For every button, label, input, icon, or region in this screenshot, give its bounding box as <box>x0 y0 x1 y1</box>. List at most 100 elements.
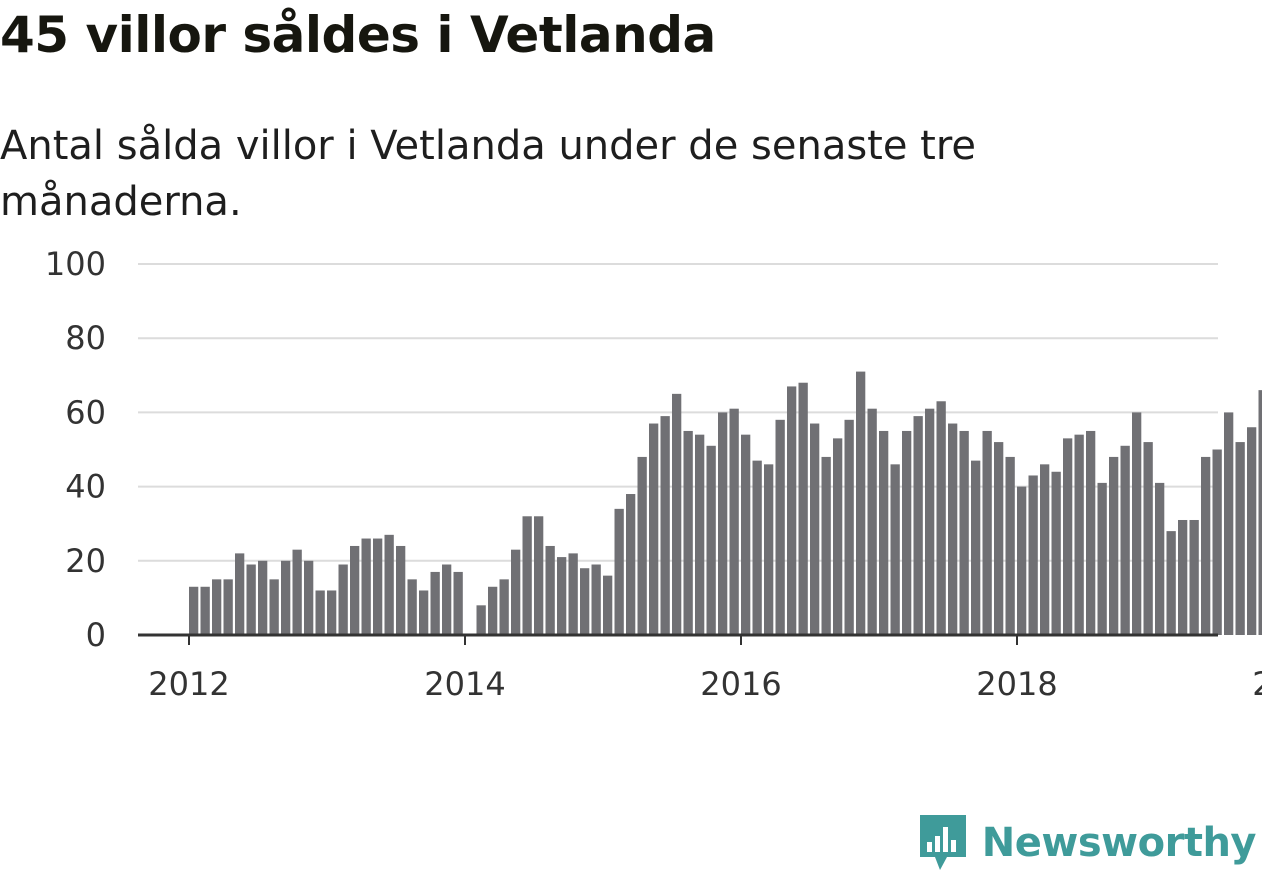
bar <box>258 560 268 635</box>
bar <box>384 534 394 635</box>
bar <box>729 408 739 635</box>
x-tick-label: 2018 <box>976 665 1057 703</box>
bar <box>959 430 969 635</box>
bar <box>476 605 486 635</box>
y-tick-label: 80 <box>65 319 106 357</box>
bar <box>948 423 958 635</box>
bar <box>649 423 659 635</box>
bar <box>1166 531 1176 635</box>
bar <box>1235 442 1245 635</box>
bar <box>982 430 992 635</box>
bar <box>430 571 440 635</box>
bar <box>1132 412 1142 635</box>
bar <box>223 579 233 635</box>
bar <box>810 423 820 635</box>
x-tick-label: 2020 <box>1252 665 1262 703</box>
bar <box>1005 456 1015 635</box>
chart-title: 45 villor såldes i Vetlanda <box>0 6 716 64</box>
bar <box>246 564 256 635</box>
bar <box>1155 482 1165 635</box>
bar <box>844 419 854 635</box>
x-tick-label: 2014 <box>424 665 505 703</box>
bar <box>626 494 636 635</box>
bar <box>591 564 601 635</box>
bar <box>1143 442 1153 635</box>
y-tick-label: 40 <box>65 468 106 506</box>
bar <box>821 456 831 635</box>
bar <box>1040 464 1050 635</box>
bar <box>637 456 647 635</box>
bar <box>1224 412 1234 635</box>
bar <box>994 442 1004 635</box>
bar <box>499 579 509 635</box>
brand-name: Newsworthy <box>981 820 1257 866</box>
bar <box>718 412 728 635</box>
bar <box>442 564 452 635</box>
bar <box>752 460 762 635</box>
bar <box>1017 486 1027 635</box>
bar <box>361 538 371 635</box>
bar <box>419 590 429 635</box>
bar <box>212 579 222 635</box>
bar <box>1063 438 1073 635</box>
bar <box>706 445 716 635</box>
bar <box>1051 471 1061 635</box>
bar <box>235 553 245 635</box>
bar <box>350 545 360 635</box>
bar <box>867 408 877 635</box>
bar <box>1201 456 1211 635</box>
bar <box>603 575 613 635</box>
y-tick-label: 100 <box>45 245 106 283</box>
bar <box>281 560 291 635</box>
bar <box>879 430 889 635</box>
bar <box>833 438 843 635</box>
bar <box>1247 427 1257 635</box>
bar <box>971 460 981 635</box>
bar <box>534 516 544 635</box>
bar <box>453 571 463 635</box>
bar <box>775 419 785 635</box>
bar <box>1212 449 1222 635</box>
bar <box>373 538 383 635</box>
bar <box>511 549 521 635</box>
bar <box>683 430 693 635</box>
chart-subtitle: Antal sålda villor i Vetlanda under de s… <box>0 123 977 225</box>
bar <box>672 393 682 635</box>
bar <box>936 401 946 635</box>
bar <box>522 516 532 635</box>
bar <box>338 564 348 635</box>
bar <box>764 464 774 635</box>
y-tick-label: 60 <box>65 393 106 431</box>
bar <box>315 590 325 635</box>
bar <box>545 545 555 635</box>
bar <box>1189 519 1199 635</box>
bar <box>1178 519 1188 635</box>
bar <box>407 579 417 635</box>
bar <box>695 434 705 635</box>
bar <box>741 434 751 635</box>
newsworthy-logo-icon <box>919 815 966 870</box>
bar <box>327 590 337 635</box>
bar <box>614 508 624 635</box>
bar <box>568 553 578 635</box>
bar <box>200 586 210 635</box>
x-tick-label: 2016 <box>700 665 781 703</box>
bar <box>396 545 406 635</box>
bar <box>1258 390 1262 635</box>
bar <box>925 408 935 635</box>
bar <box>660 416 670 635</box>
bar <box>798 382 808 635</box>
bar <box>890 464 900 635</box>
bar <box>902 430 912 635</box>
y-tick-label: 20 <box>65 542 106 580</box>
bar <box>557 557 567 635</box>
bar <box>856 371 866 635</box>
bar <box>488 586 498 635</box>
bar <box>304 560 314 635</box>
x-tick-label: 2012 <box>148 665 229 703</box>
bar <box>292 549 302 635</box>
newsworthy-logo: Newsworthy <box>918 813 1257 873</box>
bar <box>189 586 199 635</box>
bar <box>787 386 797 635</box>
